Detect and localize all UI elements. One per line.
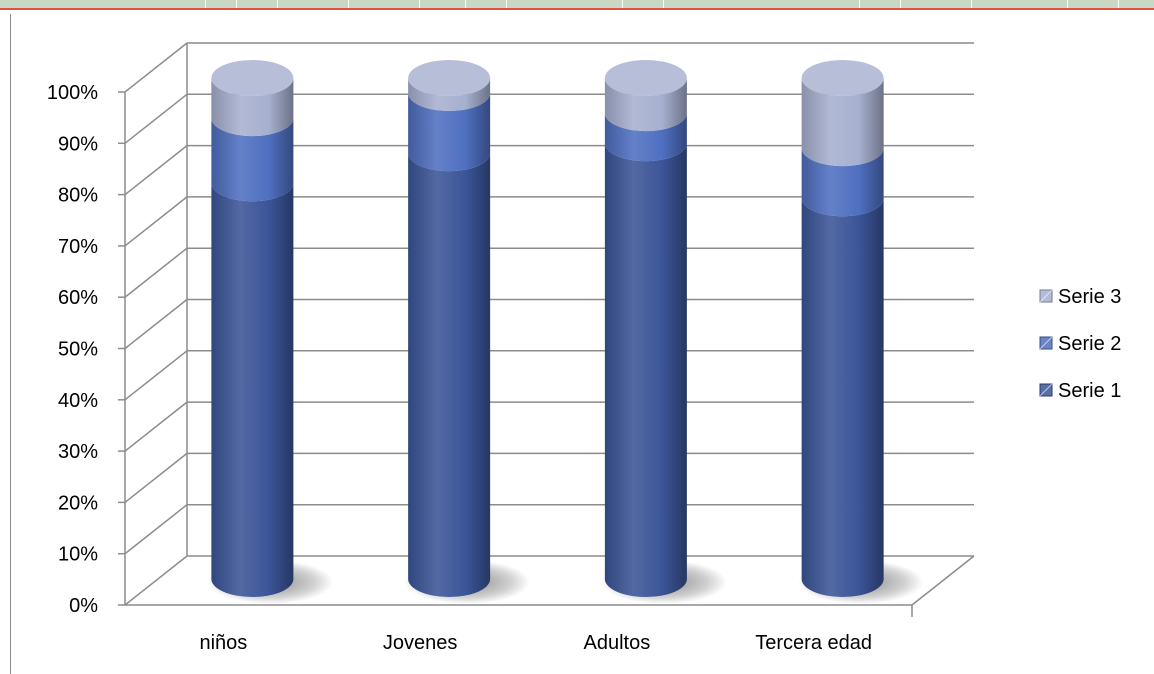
gridline-side	[124, 298, 188, 350]
gridline-side	[124, 350, 188, 401]
y-tick-label: 70%	[58, 236, 98, 258]
floor-right-edge	[911, 555, 975, 606]
x-category-label: Jovenes	[383, 632, 458, 654]
strip-cell	[237, 0, 278, 8]
gridline-side	[124, 145, 188, 196]
legend-label: Serie 1	[1058, 380, 1121, 402]
bar-segment	[211, 183, 294, 597]
x-category-label: Tercera edad	[755, 632, 872, 654]
bar-top-cap	[604, 60, 687, 96]
y-tick-label: 90%	[58, 133, 98, 155]
strip-cell	[1068, 0, 1119, 8]
gridline-side	[124, 42, 188, 93]
strip-cell	[901, 0, 972, 8]
legend: Serie 3 Serie 2 Serie 1	[1039, 286, 1121, 402]
y-tick-label: 50%	[58, 339, 98, 361]
strip-cell	[1119, 0, 1154, 8]
strip-cell	[466, 0, 507, 8]
legend-swatch-glint	[1039, 383, 1053, 397]
strip-cell	[972, 0, 1068, 8]
bar-top-cap	[801, 60, 884, 96]
gridline-side	[124, 247, 188, 298]
x-category-label: Adultos	[584, 632, 651, 654]
bar-segment	[801, 78, 884, 167]
strip-cell	[0, 0, 206, 8]
legend-label: Serie 3	[1058, 286, 1121, 308]
strip-cell	[206, 0, 237, 8]
bar-segment	[211, 78, 294, 137]
gridline-side	[124, 401, 188, 452]
x-category-label: niños	[199, 632, 247, 654]
strip-cell	[420, 0, 466, 8]
strip-cell	[623, 0, 664, 8]
left-border-line	[10, 14, 11, 674]
bar-top-cap	[211, 60, 294, 96]
bar-segment	[801, 198, 884, 598]
y-tick-label: 10%	[58, 544, 98, 566]
strip-cell	[278, 0, 349, 8]
floor-left-edge	[124, 555, 188, 606]
y-tick-label: 100%	[47, 82, 98, 104]
bar-segment	[604, 113, 687, 162]
bars	[207, 60, 924, 604]
top-cell-strip	[0, 0, 1154, 8]
legend-swatch-glint	[1039, 289, 1053, 303]
bar-segment	[211, 118, 294, 202]
bar-segment	[408, 93, 491, 172]
strip-cell	[507, 0, 623, 8]
y-tick-label: 60%	[58, 287, 98, 309]
gridline-side	[124, 504, 188, 555]
x-axis-labels: niños Jovenes Adultos Tercera edad	[199, 632, 872, 654]
bar-top-cap	[408, 60, 491, 96]
legend-swatch-glint	[1039, 336, 1053, 350]
gridline-side	[124, 93, 188, 144]
strip-cell	[860, 0, 901, 8]
legend-label: Serie 2	[1058, 333, 1121, 355]
strip-cell	[349, 0, 420, 8]
y-tick-label: 30%	[58, 441, 98, 463]
top-red-line	[0, 8, 1154, 10]
strip-cell	[664, 0, 860, 8]
gridline-side	[124, 196, 188, 247]
bar-segment	[604, 78, 687, 132]
bar-segment	[408, 78, 491, 112]
y-tick-label: 20%	[58, 492, 98, 514]
gridline-side	[124, 452, 188, 503]
bar-segment	[408, 153, 491, 597]
y-tick-label: 0%	[69, 595, 98, 617]
y-tick-label: 40%	[58, 390, 98, 412]
bar-segment	[801, 148, 884, 217]
y-tick-label: 80%	[58, 185, 98, 207]
bar-segment	[604, 143, 687, 597]
y-axis-ticks: 0% 10% 20% 30% 40% 50% 60% 70% 80% 90% 100%	[47, 82, 125, 617]
